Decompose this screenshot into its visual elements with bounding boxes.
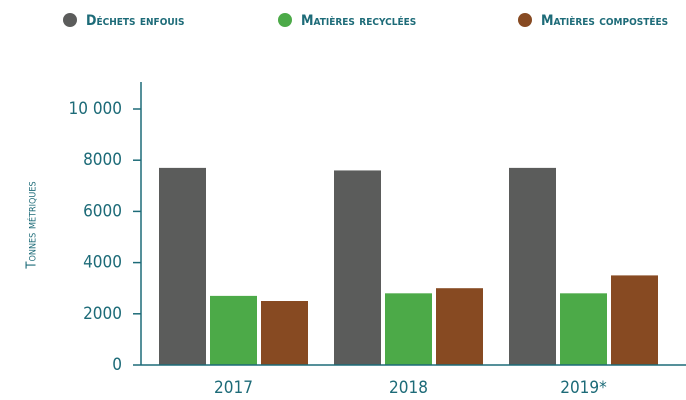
legend-label: Déchets enfouis — [86, 13, 184, 29]
x-tick-label: 2017 — [214, 378, 253, 398]
x-tick-label: 2019* — [560, 378, 607, 398]
bar — [560, 293, 607, 365]
y-tick-label: 4000 — [83, 253, 122, 273]
legend-label: Matières recyclées — [301, 13, 416, 29]
bar — [436, 288, 483, 365]
y-tick-label: 2000 — [83, 304, 122, 324]
bar — [334, 170, 381, 365]
legend-marker — [278, 13, 292, 27]
y-tick-label: 8000 — [83, 150, 122, 170]
legend-label: Matières compostées — [541, 13, 668, 29]
bar — [210, 295, 257, 365]
y-tick-label: 0 — [112, 355, 122, 375]
legend-marker — [63, 13, 77, 27]
x-tick-label: 2018 — [389, 378, 428, 398]
y-axis-label: Tonnes métriques — [25, 181, 40, 269]
bar — [611, 275, 658, 365]
bar — [261, 301, 308, 365]
y-tick-label: 10 000 — [69, 99, 123, 119]
legend-marker — [518, 13, 532, 27]
bar — [509, 167, 556, 365]
bar — [159, 167, 206, 365]
y-tick-label: 6000 — [83, 201, 122, 221]
bar — [385, 293, 432, 365]
